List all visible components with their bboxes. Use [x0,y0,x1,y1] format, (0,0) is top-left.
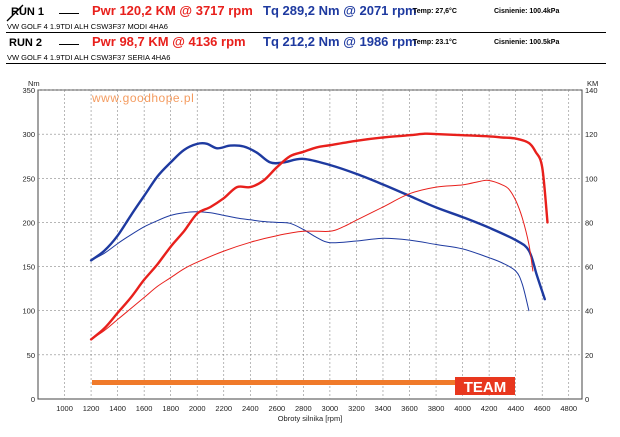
y-right-tick-label: 80 [585,218,593,227]
y-left-tick-label: 100 [22,307,35,316]
run1-underline [6,32,606,33]
x-tick-label: 3200 [348,404,365,413]
x-tick-label: 4000 [454,404,471,413]
y-left-tick-label: 0 [31,395,35,404]
x-axis-label: Obroty silnika [rpm] [278,414,343,423]
y-left-axis-label: Nm [28,79,40,88]
team-label: TEAM [464,379,507,396]
run1-power: Pwr 120,2 KM @ 3717 rpm [92,3,253,18]
plot-frame [37,89,583,400]
y-left-tick-label: 300 [22,130,35,139]
x-tick-label: 2200 [215,404,232,413]
y-right-tick-label: 0 [585,395,589,404]
run2-label: RUN 2 [9,37,43,49]
x-tick-label: 2600 [268,404,285,413]
series-torque-run1 [89,141,546,301]
x-tick-label: 1200 [83,404,100,413]
run1-torque: Tq 289,2 Nm @ 2071 rpm [263,3,417,18]
x-tick-label: 4400 [507,404,524,413]
chart-header: RUN 1 Pwr 120,2 KM @ 3717 rpm Tq 289,2 N… [0,0,620,66]
y-left-tick-label: 200 [22,218,35,227]
y-right-tick-label: 100 [585,174,598,183]
run2-torque: Tq 212,2 Nm @ 1986 rpm [263,34,417,49]
y-right-tick-label: 60 [585,263,593,272]
series-torque-run2 [90,211,530,312]
y-left-tick-label: 350 [22,86,35,95]
x-tick-label: 2400 [242,404,259,413]
x-tick-label: 3400 [375,404,392,413]
run2-car: VW GOLF 4 1.9TDI ALH CSW3F37 SERIA 4HA6 [7,53,171,62]
y-right-tick-label: 140 [585,86,598,95]
run1-temp: Temp: 27,6°C [413,8,457,15]
run2-temp: Temp: 23.1°C [413,39,457,46]
x-tick-label: 3600 [401,404,418,413]
y-right-tick-label: 40 [585,307,593,316]
x-tick-label: 1600 [136,404,153,413]
x-tick-label: 1400 [109,404,126,413]
run2-legend-line [59,44,79,45]
y-left-tick-label: 150 [22,263,35,272]
x-tick-label: 1000 [56,404,73,413]
y-right-axis-label: KM [587,79,598,88]
run2-underline [6,63,606,64]
run2-pressure: Cisnienie: 100.5kPa [494,39,560,46]
series-power-run1 [89,132,549,341]
x-tick-label: 4600 [534,404,551,413]
x-tick-label: 4200 [481,404,498,413]
x-tick-label: 4800 [560,404,577,413]
run1-legend-line [59,13,79,14]
run1-strike-icon [6,4,24,22]
y-right-tick-label: 20 [585,351,593,360]
y-left-tick-label: 50 [27,351,35,360]
x-tick-label: 3000 [322,404,339,413]
run2-power: Pwr 98,7 KM @ 4136 rpm [92,34,246,49]
watermark-band [92,380,512,385]
x-tick-label: 3800 [428,404,445,413]
run1-pressure: Cisnienie: 100.4kPa [494,8,560,15]
x-tick-label: 2800 [295,404,312,413]
x-tick-label: 1800 [162,404,179,413]
run1-car: VW GOLF 4 1.9TDI ALH CSW3F37 MODI 4HA6 [7,22,168,31]
watermark-url: www.goodhope.pl [91,91,194,105]
x-tick-label: 2000 [189,404,206,413]
y-left-tick-label: 250 [22,174,35,183]
y-right-tick-label: 120 [585,130,598,139]
team-box [455,377,515,395]
series-power-run2 [90,179,534,340]
